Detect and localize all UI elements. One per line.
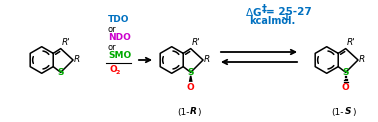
Text: or: or (108, 25, 117, 34)
Text: NDO: NDO (108, 34, 131, 42)
Text: O: O (109, 66, 117, 75)
Text: (1-: (1- (177, 107, 189, 117)
Text: SMO: SMO (108, 51, 131, 61)
Text: R: R (204, 56, 210, 65)
Polygon shape (189, 76, 193, 82)
Text: O: O (187, 83, 195, 92)
Text: TDO: TDO (108, 15, 130, 25)
Text: ): ) (197, 107, 201, 117)
Text: R': R' (62, 38, 70, 47)
Text: -1: -1 (282, 14, 290, 22)
Text: kcalmol.: kcalmol. (249, 16, 295, 26)
Text: S: S (57, 68, 64, 77)
Text: S: S (345, 107, 351, 117)
Text: ): ) (352, 107, 356, 117)
Text: 2: 2 (116, 70, 120, 75)
Text: R: R (359, 56, 365, 65)
Text: S: S (187, 68, 194, 77)
Text: S: S (342, 68, 349, 77)
Text: R: R (189, 107, 197, 117)
Text: O: O (342, 83, 350, 92)
Text: R': R' (192, 38, 200, 47)
Text: R': R' (347, 38, 355, 47)
Text: $\Delta$G: $\Delta$G (245, 6, 262, 18)
Text: or: or (108, 42, 117, 51)
Text: ‡: ‡ (262, 4, 267, 14)
Text: R: R (74, 56, 80, 65)
Text: (1-: (1- (332, 107, 344, 117)
Text: = 25-27: = 25-27 (266, 7, 312, 17)
